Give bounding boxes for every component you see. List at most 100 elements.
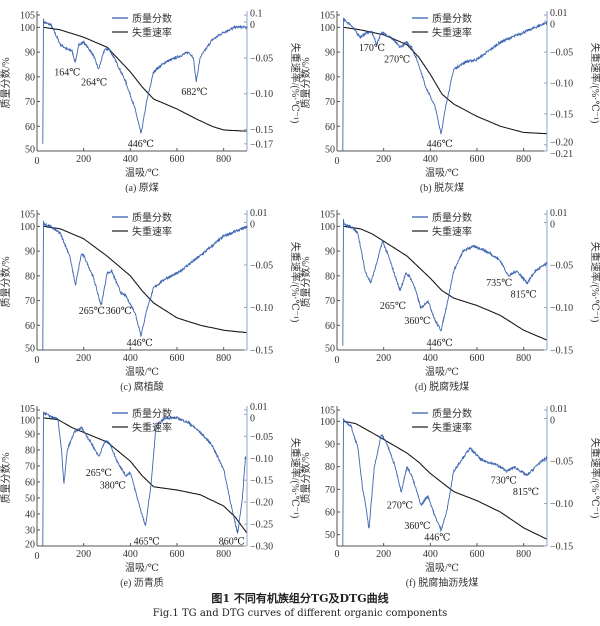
left-y-tick-label: 60 (25, 321, 35, 332)
peak-annotation: 265℃ (380, 301, 406, 312)
right-y-tick-label: −0.05 (250, 53, 273, 64)
legend-label-mass-fraction: 质量分数 (432, 12, 472, 25)
x-tick-label: 200 (376, 353, 391, 364)
left-y-tick-label: 50 (325, 530, 335, 541)
x-axis-label: 温吸/℃ (125, 366, 159, 378)
right-y-axis-label: 失重速率/(%·℃⁻¹) (589, 438, 600, 519)
right-y-tick-label: −0.10 (250, 89, 273, 100)
right-y-tick-label: −0.10 (250, 303, 273, 314)
x-tick-label: 800 (216, 154, 231, 165)
right-y-tick-label: −0.15 (550, 346, 573, 357)
x-tick-label: 200 (376, 549, 391, 560)
right-y-tick-label: −0.05 (550, 48, 573, 59)
left-y-tick-label: 100 (20, 415, 35, 426)
peak-annotation: 446℃ (424, 533, 450, 544)
left-y-tick-label: 80 (325, 462, 335, 473)
left-y-tick-label: 70 (25, 97, 35, 108)
left-y-tick-label: 60 (25, 122, 35, 133)
left-y-axis-label: 质量分数/% (299, 57, 312, 108)
x-axis-label: 温吸/℃ (425, 167, 459, 179)
left-y-tick-label: 105 (320, 406, 335, 417)
left-y-tick-label: 100 (20, 23, 35, 34)
left-y-axis-label: 质量分数/% (0, 256, 12, 307)
right-y-tick-label: 0.01 (550, 404, 568, 415)
legend-label-weight-loss-rate: 失重速率 (432, 225, 472, 238)
peak-annotation: 265℃ (79, 306, 105, 317)
right-y-tick-label: 0 (250, 413, 255, 424)
left-y-tick-label: 90 (25, 247, 35, 258)
left-y-tick-label: 90 (325, 48, 335, 59)
left-y-axis-label: 质量分数/% (299, 452, 312, 503)
x-tick-label: 0 (335, 355, 340, 366)
x-axis-label: 温吸/℃ (125, 562, 159, 574)
panel-caption: (f) 脱腐抽沥残煤 (406, 576, 479, 589)
left-y-tick-label: 105 (20, 210, 35, 221)
peak-annotation: 815℃ (513, 487, 539, 498)
right-y-tick-label: −0.15 (250, 476, 273, 487)
left-y-tick-label: 90 (25, 430, 35, 441)
panel-caption: (c) 腐植酸 (120, 380, 164, 393)
dtg-curve (342, 219, 548, 346)
left-y-tick-label: 100 (320, 417, 335, 428)
tg-curve (343, 225, 547, 341)
legend-label-weight-loss-rate: 失重速率 (432, 26, 472, 39)
right-y-tick-label: −0.15 (550, 542, 573, 553)
right-y-tick-label: 0.01 (250, 402, 268, 413)
peak-annotation: 730℃ (491, 476, 517, 487)
peak-annotation: 264℃ (81, 77, 107, 88)
right-y-tick-label: 0 (250, 220, 255, 231)
legend-label-weight-loss-rate: 失重速率 (132, 225, 172, 238)
x-axis-label: 温吸/℃ (425, 366, 459, 378)
x-tick-label: 800 (516, 549, 531, 560)
legend-label-mass-fraction: 质量分数 (432, 211, 472, 224)
left-y-tick-label: 70 (25, 296, 35, 307)
right-y-tick-label: 0 (550, 220, 555, 231)
left-y-tick-label: 100 (320, 222, 335, 233)
peak-annotation: 446℃ (127, 338, 153, 349)
left-y-tick-label: 80 (25, 446, 35, 457)
left-y-axis-label: 质量分数/% (299, 256, 312, 307)
x-tick-label: 200 (76, 353, 91, 364)
left-y-tick-label: 80 (25, 72, 35, 83)
legend-label-weight-loss-rate: 失重速率 (132, 26, 172, 39)
right-y-tick-label: 0.01 (550, 208, 568, 219)
peak-annotation: 446℃ (128, 139, 154, 150)
x-tick-label: 0 (35, 156, 40, 167)
tg-curve (343, 26, 547, 135)
left-y-tick-label: 70 (325, 97, 335, 108)
left-y-tick-label: 60 (325, 508, 335, 519)
right-y-tick-label: −0.20 (250, 498, 273, 509)
right-y-tick-label: 0.1 (250, 8, 263, 19)
x-tick-label: 800 (216, 353, 231, 364)
legend-label-mass-fraction: 质量分数 (132, 12, 172, 25)
right-y-tick-label: −0.10 (550, 303, 573, 314)
legend-label-mass-fraction: 质量分数 (432, 407, 472, 420)
left-y-tick-label: 60 (325, 122, 335, 133)
figure-title-cn: 图1 不同有机族组分TG及DTG曲线 (211, 592, 389, 605)
x-tick-label: 800 (216, 549, 231, 560)
panel-caption: (a) 原煤 (125, 181, 159, 194)
left-y-tick-label: 80 (25, 271, 35, 282)
right-y-tick-label: −0.05 (250, 261, 273, 272)
right-y-axis-label: 失重速率/(%·℃⁻¹) (589, 43, 600, 124)
right-y-tick-label: −0.15 (550, 109, 573, 120)
right-y-tick-label: −0.05 (550, 457, 573, 468)
x-tick-label: 200 (376, 154, 391, 165)
left-y-tick-label: 50 (25, 145, 35, 156)
x-tick-label: 0 (335, 156, 340, 167)
peak-annotation: 170℃ (359, 43, 385, 54)
peak-annotation: 682℃ (181, 87, 207, 98)
left-y-tick-label: 60 (25, 478, 35, 489)
right-y-axis-label: 失重速率/(%·℃⁻¹) (289, 43, 302, 124)
left-y-tick-label: 70 (25, 462, 35, 473)
legend-label-weight-loss-rate: 失重速率 (132, 421, 172, 434)
peak-annotation: 360℃ (404, 316, 430, 327)
right-y-tick-label: −0.10 (250, 454, 273, 465)
x-tick-label: 400 (123, 154, 138, 165)
peak-annotation: 270℃ (387, 501, 413, 512)
peak-annotation: 446℃ (427, 338, 453, 349)
x-tick-label: 200 (76, 154, 91, 165)
